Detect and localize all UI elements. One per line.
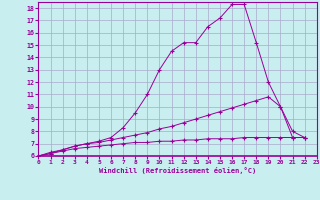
X-axis label: Windchill (Refroidissement éolien,°C): Windchill (Refroidissement éolien,°C) bbox=[99, 167, 256, 174]
